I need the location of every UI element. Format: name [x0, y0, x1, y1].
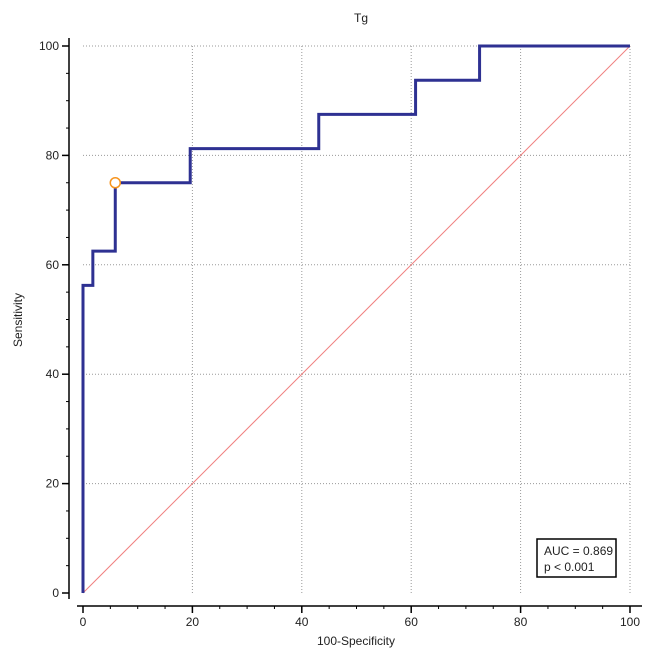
auc-annotation: AUC = 0.869 p < 0.001: [536, 538, 617, 578]
y-tick-label: 20: [46, 477, 60, 491]
grid: [83, 45, 631, 593]
y-tick-label: 0: [52, 586, 59, 600]
y-tick-label: 80: [46, 148, 60, 162]
auc-value-text: AUC = 0.869: [544, 544, 613, 558]
optimal-cutoff-marker: [109, 177, 122, 189]
chart-title: Tg: [354, 11, 368, 25]
x-axis-label: 100-Specificity: [317, 634, 395, 648]
x-tick-label: 20: [186, 615, 200, 629]
x-tick-label: 40: [295, 615, 309, 629]
x-tick-label: 80: [514, 615, 528, 629]
x-tick-label: 100: [620, 615, 640, 629]
x-tick-label: 60: [405, 615, 419, 629]
tick-marks: 0 20 40 60 80 100 0 20 40 60 80 100: [39, 39, 640, 629]
reference-diagonal-line: [82, 45, 631, 594]
y-tick-label: 100: [39, 39, 59, 53]
roc-curve-line: [81, 44, 630, 593]
y-tick-label: 60: [46, 258, 60, 272]
x-tick-label: 0: [80, 615, 87, 629]
y-axis-label: Sensitivity: [11, 293, 25, 347]
series: [81, 44, 631, 594]
p-value-text: p < 0.001: [544, 560, 595, 574]
y-tick-label: 40: [46, 367, 60, 381]
annotation-frame: [536, 538, 617, 578]
